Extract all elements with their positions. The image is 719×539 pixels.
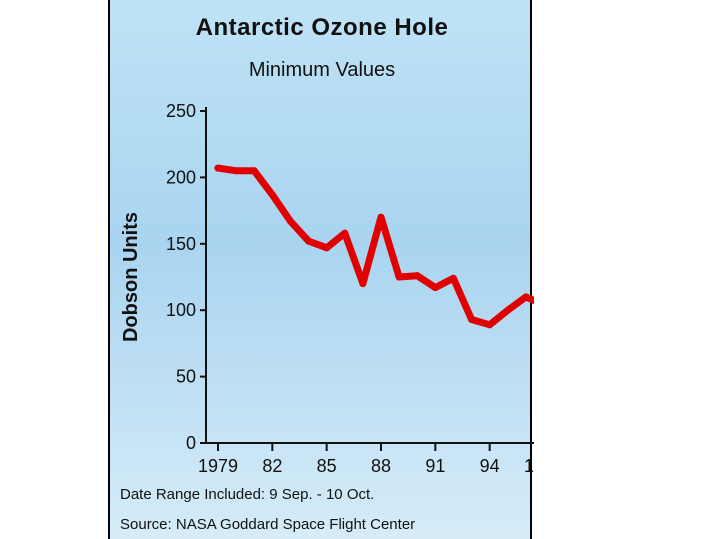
x-tick-label: 94 <box>480 456 500 476</box>
x-tick-label: 1979 <box>198 456 238 476</box>
y-tick-label: 0 <box>186 433 196 453</box>
data-point <box>286 217 294 225</box>
ozone-line-chart: 0 50 100 150 200 250 1979 82 85 88 91 94 1997 Dobson… <box>120 101 534 476</box>
y-tick-label: 50 <box>176 367 196 387</box>
data-point <box>359 280 367 288</box>
y-tick-label: 200 <box>166 167 196 187</box>
data-point <box>377 213 385 221</box>
source-note: Source: NASA Goddard Space Flight Center <box>120 516 416 533</box>
data-point <box>323 244 331 252</box>
chart-title: Antarctic Ozone Hole <box>195 14 449 41</box>
data-point <box>268 191 276 199</box>
data-point <box>522 293 530 301</box>
data-point <box>232 167 240 175</box>
series <box>214 164 534 329</box>
data-point <box>341 229 349 237</box>
date-range-note: Date Range Included: 9 Sep. - 10 Oct. <box>120 486 375 503</box>
y-tick-label: 150 <box>166 234 196 254</box>
data-point <box>395 273 403 281</box>
y-axis-label: Dobson Units <box>120 212 142 342</box>
x-tick-label: 88 <box>371 456 391 476</box>
x-tick-label: 85 <box>317 456 337 476</box>
chart-panel: Antarctic Ozone Hole Minimum Values 0 50 1… <box>108 0 534 539</box>
x-tick-label: 82 <box>262 456 282 476</box>
data-point <box>250 167 258 175</box>
axes <box>205 107 534 444</box>
ozone-series-line <box>214 164 534 329</box>
data-point <box>305 237 313 245</box>
y-tick-label: 250 <box>166 101 196 121</box>
data-point <box>214 164 222 172</box>
data-point <box>486 321 494 329</box>
y-tick-label: 100 <box>166 300 196 320</box>
x-tick-label: 1997 <box>524 456 534 476</box>
chart-subtitle: Minimum Values <box>248 59 396 81</box>
data-point <box>431 284 439 292</box>
data-point <box>413 272 421 280</box>
x-tick-label: 91 <box>425 456 445 476</box>
data-point <box>504 306 512 314</box>
data-point <box>449 274 457 282</box>
ticks: 0 50 100 150 200 250 1979 82 85 88 91 94 1997 <box>166 101 534 476</box>
data-point <box>468 315 476 323</box>
